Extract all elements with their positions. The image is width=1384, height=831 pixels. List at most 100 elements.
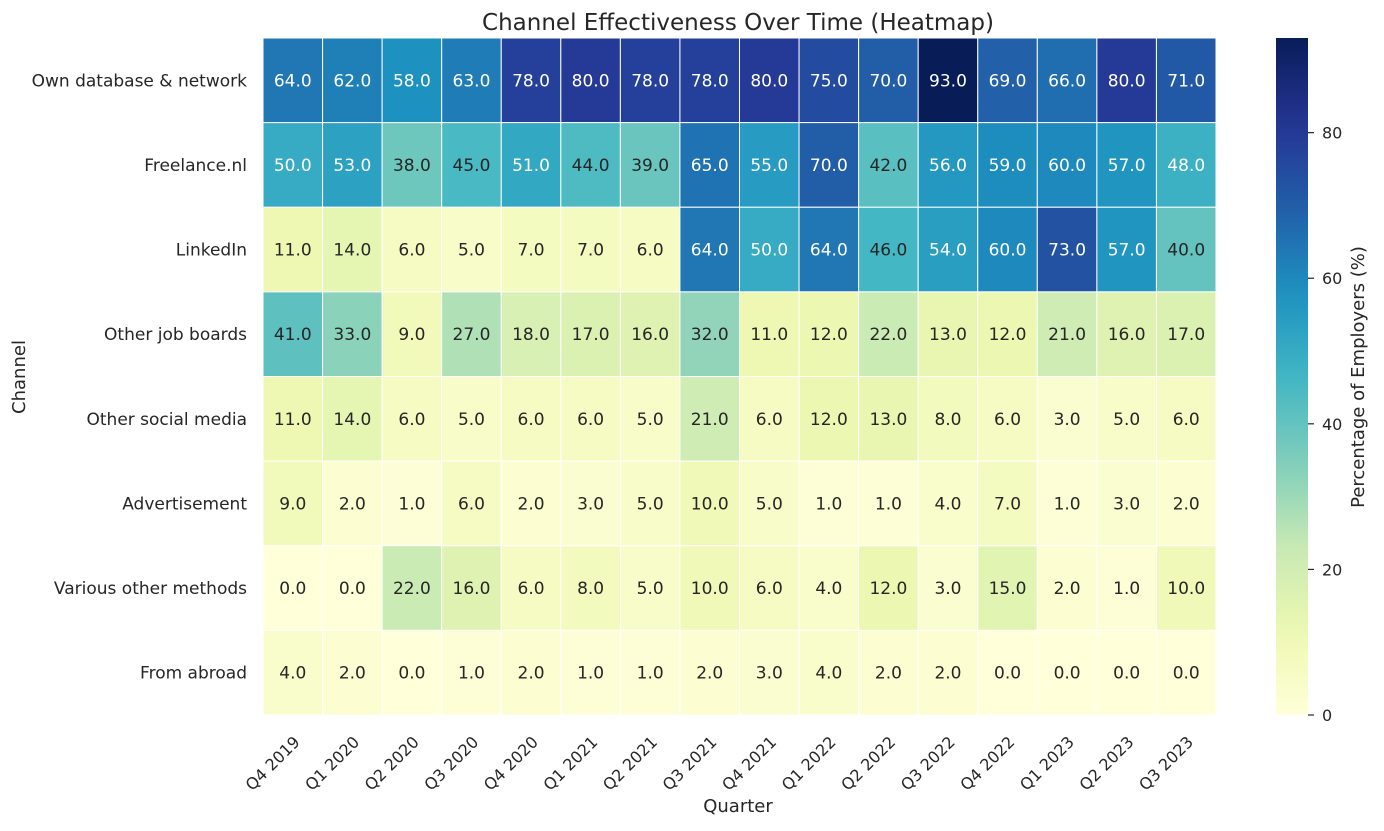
heatmap-cell — [619, 122, 681, 208]
colorbar-scale — [1276, 38, 1308, 715]
heatmap-cell — [322, 37, 383, 124]
cell-value-label: 6.0 — [637, 241, 664, 261]
cell-value-label: 80.0 — [750, 71, 788, 91]
cell-value-label: 2.0 — [1173, 494, 1200, 514]
cell-value-label: 38.0 — [393, 156, 431, 176]
column-label: Q1 2023 — [1016, 732, 1078, 794]
cell-value-label: 4.0 — [934, 494, 961, 514]
cell-value-label: 11.0 — [274, 241, 312, 261]
cell-value-label: 13.0 — [869, 410, 907, 430]
column-label: Q1 2021 — [539, 732, 601, 794]
cell-value-label: 7.0 — [994, 494, 1021, 514]
cell-value-label: 44.0 — [572, 156, 610, 176]
cell-value-label: 16.0 — [453, 579, 491, 599]
heatmap-cell — [441, 545, 502, 631]
cell-value-label: 2.0 — [339, 664, 366, 684]
cell-value-label: 27.0 — [453, 325, 491, 345]
cell-value-label: 12.0 — [869, 579, 907, 599]
heatmap-cell — [381, 629, 443, 716]
cell-value-label: 56.0 — [929, 156, 967, 176]
heatmap-cell — [322, 460, 383, 547]
cell-value-label: 5.0 — [637, 494, 664, 514]
cell-value-label: 78.0 — [631, 71, 669, 91]
heatmap-cell — [1155, 545, 1217, 631]
heatmap-cell — [1096, 376, 1157, 462]
heatmap-cell — [381, 122, 443, 208]
cell-value-label: 70.0 — [810, 156, 848, 176]
cell-value-label: 64.0 — [691, 241, 729, 261]
cell-value-label: 60.0 — [1048, 156, 1086, 176]
cell-value-label: 6.0 — [756, 579, 783, 599]
heatmap-cell — [619, 460, 681, 547]
cell-value-label: 1.0 — [1054, 494, 1081, 514]
column-label: Q4 2020 — [480, 732, 542, 794]
cell-value-label: 41.0 — [274, 325, 312, 345]
cell-value-label: 17.0 — [1167, 325, 1205, 345]
heatmap-cell — [1036, 37, 1098, 124]
heatmap-cell — [262, 122, 324, 208]
heatmap-cell — [500, 206, 562, 293]
cell-value-label: 78.0 — [691, 71, 729, 91]
cell-value-label: 14.0 — [333, 241, 371, 261]
heatmap-cell — [381, 460, 443, 547]
cell-value-label: 75.0 — [810, 71, 848, 91]
heatmap-cell — [798, 37, 860, 124]
cell-value-label: 5.0 — [1113, 410, 1140, 430]
heatmap-cell — [1036, 460, 1098, 547]
cell-value-label: 1.0 — [875, 494, 902, 514]
heatmap-cell — [679, 291, 740, 377]
row-label: Own database & network — [32, 71, 248, 91]
cell-value-label: 1.0 — [458, 664, 485, 684]
heatmap-cell — [858, 545, 919, 631]
cell-value-label: 0.0 — [339, 579, 366, 599]
cell-value-label: 57.0 — [1108, 241, 1146, 261]
cell-value-label: 2.0 — [518, 664, 545, 684]
cell-value-label: 51.0 — [512, 156, 550, 176]
colorbar-tick-label: 0 — [1322, 706, 1332, 725]
cell-value-label: 69.0 — [989, 71, 1027, 91]
cell-value-label: 71.0 — [1167, 71, 1205, 91]
row-label: Various other methods — [54, 579, 247, 599]
cell-value-label: 3.0 — [577, 494, 604, 514]
heatmap-cell — [1155, 629, 1217, 716]
heatmap-cell — [560, 122, 621, 208]
heatmap-cell — [1096, 122, 1157, 208]
row-label: From abroad — [140, 664, 247, 684]
column-label: Q3 2021 — [659, 732, 721, 794]
heatmap-cell — [322, 291, 383, 377]
cell-value-label: 1.0 — [815, 494, 842, 514]
heatmap-cell — [798, 206, 860, 293]
row-labels: Own database & network Freelance.nl Linked… — [32, 71, 248, 683]
heatmap-cell — [262, 291, 324, 377]
heatmap-cell — [1155, 291, 1217, 377]
heatmap-cell — [381, 376, 443, 462]
cell-value-label: 6.0 — [1173, 410, 1200, 430]
colorbar-tick-label: 60 — [1322, 269, 1342, 288]
column-label: Q3 2023 — [1135, 732, 1197, 794]
cell-value-label: 0.0 — [994, 664, 1021, 684]
heatmap-cell — [739, 460, 800, 547]
cell-value-label: 2.0 — [339, 494, 366, 514]
cell-value-label: 6.0 — [518, 410, 545, 430]
column-label: Q2 2020 — [361, 732, 423, 794]
cell-value-label: 10.0 — [691, 579, 729, 599]
cell-value-label: 3.0 — [1113, 494, 1140, 514]
cell-value-label: 2.0 — [875, 664, 902, 684]
cell-value-label: 62.0 — [333, 71, 371, 91]
heatmap-cell — [858, 376, 919, 462]
cell-value-label: 12.0 — [810, 410, 848, 430]
cell-value-label: 11.0 — [274, 410, 312, 430]
heatmap-cell — [858, 629, 919, 716]
cell-value-label: 12.0 — [810, 325, 848, 345]
heatmap-cell — [917, 460, 979, 547]
heatmap-cell — [262, 460, 324, 547]
cell-value-label: 16.0 — [631, 325, 669, 345]
row-label: Other job boards — [104, 325, 247, 345]
cell-value-label: 3.0 — [934, 579, 961, 599]
heatmap-cell — [679, 206, 740, 293]
heatmap-cell — [739, 376, 800, 462]
column-label: Q1 2020 — [301, 732, 363, 794]
heatmap-cell — [1036, 376, 1098, 462]
cell-value-label: 4.0 — [815, 664, 842, 684]
